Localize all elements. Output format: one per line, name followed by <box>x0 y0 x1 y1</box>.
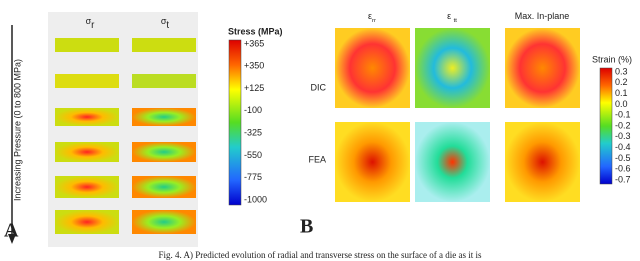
panel-label: A <box>4 220 19 242</box>
colorbar-label: -0.2 <box>615 120 631 130</box>
colorbar-label: 0.2 <box>615 77 628 87</box>
subscript: t <box>166 20 169 31</box>
colorbar-label: -0.3 <box>615 131 631 141</box>
colorbar-title: Strain (%) <box>592 54 632 64</box>
symbol: σ <box>86 16 92 26</box>
colorbar-label: +365 <box>244 38 264 48</box>
colorbar-label: -325 <box>244 128 262 138</box>
column-header: εrr <box>368 11 376 23</box>
colorbar-label: -1000 <box>244 194 267 204</box>
column-header: ε tt <box>447 11 457 23</box>
stress-colorbar <box>228 39 242 206</box>
colorbar-title: Stress (MPa) <box>228 26 283 36</box>
colorbar-label: -550 <box>244 150 262 160</box>
colorbar-label: -0.5 <box>615 153 631 163</box>
column-header: Max. In-plane <box>515 11 570 21</box>
colorbar-label: -775 <box>244 172 262 182</box>
colorbar-label: +350 <box>244 61 264 71</box>
subscript: rr <box>372 18 376 24</box>
die-images <box>8 12 613 247</box>
column-header: σt <box>161 16 170 30</box>
axis-label: Increasing Pressure (0 to 800 MPa) <box>12 59 22 201</box>
colorbar-label: -0.1 <box>615 110 631 120</box>
colorbar-label: 0.1 <box>615 88 628 98</box>
panel-label: B <box>300 216 313 238</box>
row-label: FEA <box>308 154 326 164</box>
arrow-head <box>8 234 16 244</box>
symbol: ε <box>368 11 372 21</box>
colorbar-label: +125 <box>244 83 264 93</box>
symbol: Max. In-plane <box>515 11 570 21</box>
colorbar-label: -0.6 <box>615 164 631 174</box>
die-row <box>55 38 196 234</box>
row-label: DIC <box>311 82 327 92</box>
caption: Fig. 4. A) Predicted evolution of radial… <box>159 250 482 260</box>
column-header: σr <box>86 16 96 30</box>
colorbar-label: 0.3 <box>615 66 628 76</box>
colorbar-label: -100 <box>244 105 262 115</box>
subscript: r <box>91 20 95 31</box>
symbol: ε <box>447 11 454 21</box>
colorbar-label: -0.4 <box>615 142 631 152</box>
colorbar-label: 0.0 <box>615 99 628 109</box>
symbol: σ <box>161 16 167 26</box>
strain-colorbar <box>599 67 613 185</box>
subscript: tt <box>454 18 458 24</box>
colorbar-label: -0.7 <box>615 174 631 184</box>
